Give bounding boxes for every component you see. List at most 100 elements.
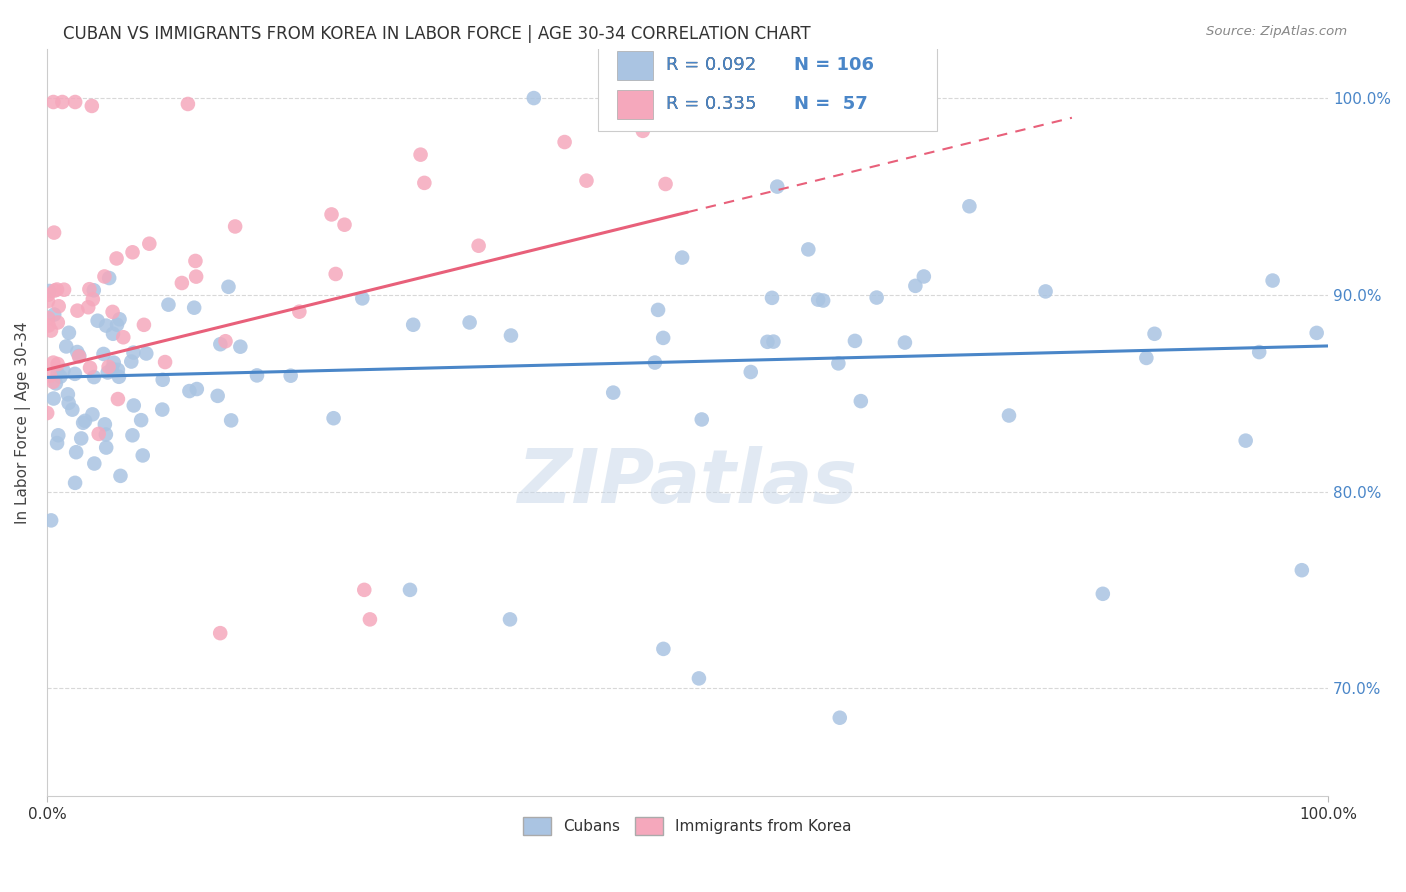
Point (77, 300, 100, 314)
Point (83, 457, 105, 471)
Point (67, 349, 90, 363)
Point (82, 408, 104, 422)
Point (631, 124, 654, 138)
Point (647, 302, 669, 317)
Point (150, 402, 173, 417)
Point (42, 356, 65, 370)
Point (652, 331, 675, 345)
Point (1143, 326, 1166, 341)
Point (1249, 345, 1271, 359)
Point (66, 303, 89, 318)
Point (849, 394, 872, 409)
Point (70, 432, 93, 446)
Point (797, 243, 820, 257)
Point (39, 368, 62, 383)
Point (93, 269, 115, 284)
Point (87, 426, 110, 441)
Point (766, 179, 789, 194)
Point (97, 359, 120, 374)
Point (811, 293, 834, 308)
Point (229, 340, 252, 354)
Point (48, 299, 70, 313)
Point (1035, 285, 1057, 299)
Point (58, 326, 80, 340)
Point (46, 357, 69, 371)
Bar (617, 51, 652, 80)
Text: R = 0.335: R = 0.335 (666, 95, 756, 113)
Point (83, 283, 105, 297)
Point (56, 387, 79, 401)
Point (49, 369, 72, 384)
Point (652, 641, 675, 656)
Point (121, 245, 143, 260)
Point (80, 99, 103, 113)
Point (65, 445, 87, 459)
Point (288, 304, 311, 318)
Point (499, 612, 522, 626)
Point (1135, 351, 1157, 365)
Point (575, 174, 598, 188)
Point (333, 218, 356, 232)
Point (121, 428, 143, 442)
Point (904, 278, 927, 293)
Point (107, 363, 129, 377)
Point (409, 147, 432, 161)
Point (105, 318, 128, 332)
Point (246, 368, 269, 383)
Point (135, 346, 157, 360)
Point (177, 97, 200, 112)
Point (894, 335, 917, 350)
Point (98, 271, 121, 285)
Point (654, 177, 676, 191)
Legend: Cubans, Immigrants from Korea: Cubans, Immigrants from Korea (517, 811, 858, 841)
Text: CUBAN VS IMMIGRANTS FROM KOREA IN LABOR FORCE | AGE 30-34 CORRELATION CHART: CUBAN VS IMMIGRANTS FROM KOREA IN LABOR … (63, 25, 811, 43)
Point (63, 95, 86, 109)
Point (66, 345, 89, 359)
Point (122, 345, 145, 359)
Point (93, 347, 115, 361)
Text: Source: ZipAtlas.com: Source: ZipAtlas.com (1206, 25, 1347, 38)
Point (353, 582, 375, 597)
Point (53, 283, 76, 297)
Point (101, 305, 124, 319)
Point (37, 311, 59, 326)
Point (756, 334, 779, 349)
Point (45, 376, 67, 391)
Point (458, 316, 481, 330)
Point (179, 384, 201, 398)
Point (499, 328, 522, 343)
Point (554, 135, 576, 149)
Point (105, 252, 128, 266)
Point (122, 399, 145, 413)
Point (132, 449, 155, 463)
Point (46, 428, 69, 442)
Point (184, 269, 207, 284)
Point (184, 254, 207, 268)
Point (807, 293, 830, 307)
Point (413, 176, 436, 190)
Point (1305, 326, 1327, 340)
Point (42, 226, 65, 240)
Point (740, 365, 762, 379)
Point (1291, 563, 1313, 577)
Point (38, 318, 60, 333)
FancyBboxPatch shape (598, 37, 938, 131)
Point (37, 406, 59, 420)
Point (46, 367, 69, 381)
Point (63, 367, 86, 381)
Point (72, 416, 94, 430)
Point (523, 91, 546, 105)
Point (153, 355, 176, 369)
Point (224, 219, 246, 234)
Point (46, 316, 69, 330)
Point (37, 287, 59, 301)
Point (63, 475, 86, 490)
Point (218, 280, 240, 294)
Point (108, 369, 131, 384)
Point (120, 354, 142, 368)
Point (60, 402, 83, 417)
Point (912, 269, 935, 284)
Point (51, 95, 73, 109)
Point (107, 392, 129, 406)
Point (73, 414, 96, 428)
